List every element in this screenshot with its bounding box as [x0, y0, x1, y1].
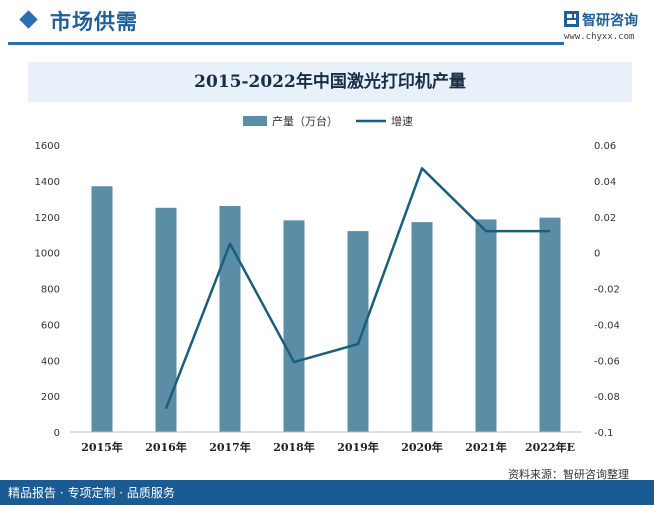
left-axis-tick-label: 1400 [35, 177, 60, 188]
left-axis-tick-label: 600 [41, 320, 60, 331]
right-axis-tick-label: -0.1 [594, 428, 614, 439]
x-axis-tick-label: 2018年 [273, 440, 315, 454]
left-axis-tick-label: 200 [41, 392, 60, 403]
x-axis-tick-label: 2021年 [465, 440, 507, 454]
brand: 智研咨询 www.chyxx.com [560, 10, 650, 44]
header-rule [8, 42, 564, 45]
right-axis-tick-label: 0.06 [594, 141, 616, 152]
bar [155, 207, 177, 432]
bar [219, 205, 241, 432]
growth-line [164, 167, 550, 410]
page-header: 市场供需 智研咨询 www.chyxx.com [0, 0, 654, 48]
source-note: 资料来源：智研咨询整理 [508, 468, 629, 481]
left-axis-tick-label: 800 [41, 285, 60, 296]
brand-name: 智研咨询 [582, 13, 638, 29]
legend-bar-swatch [243, 116, 267, 126]
left-axis-tick-label: 400 [41, 356, 60, 367]
right-axis-tick-label: -0.04 [594, 320, 620, 331]
right-axis-tick-label: -0.08 [594, 392, 620, 403]
bar [411, 222, 433, 432]
bar [539, 217, 561, 432]
right-axis-tick-label: 0.02 [594, 213, 616, 224]
bar [91, 186, 113, 432]
x-axis-tick-label: 2017年 [209, 440, 251, 454]
x-axis-tick-label: 2020年 [401, 440, 443, 454]
footer-bar: 精品报告 · 专项定制 · 品质服务 [0, 480, 654, 505]
chart: 0 200 400 600 800 1000 1200 1400 1600 -0.1 -0.08 -0… [35, 114, 620, 454]
chart-title: 2015-2022年中国激光打印机产量 [194, 72, 466, 92]
legend-label-growth: 增速 [391, 114, 413, 128]
bar [347, 231, 369, 432]
brand-url: www.chyxx.com [564, 32, 635, 42]
right-axis-tick-label: 0 [594, 249, 600, 260]
right-axis-tick-label: -0.02 [594, 285, 620, 296]
x-axis-tick-label: 2016年 [145, 440, 187, 454]
left-axis-tick-label: 1000 [35, 249, 60, 260]
chart-title-band: 2015-2022年中国激光打印机产量 [28, 62, 632, 102]
x-axis-tick-label: 2019年 [337, 440, 379, 454]
bar [283, 220, 305, 432]
left-axis-tick-label: 1600 [35, 141, 60, 152]
x-axis-tick-label: 2022年E [525, 440, 575, 454]
footer-tagline: 精品报告 · 专项定制 · 品质服务 [8, 486, 175, 500]
logo-icon [564, 11, 579, 27]
right-axis-tick-label: 0.04 [594, 177, 616, 188]
right-axis-tick-label: -0.06 [594, 356, 620, 367]
left-axis-tick-label: 1200 [35, 213, 60, 224]
section-title: 市场供需 [50, 9, 138, 34]
left-axis-tick-label: 0 [54, 428, 60, 439]
bar [475, 219, 497, 432]
x-axis-tick-label: 2015年 [81, 440, 123, 454]
legend-label-production: 产量（万台） [272, 114, 338, 128]
